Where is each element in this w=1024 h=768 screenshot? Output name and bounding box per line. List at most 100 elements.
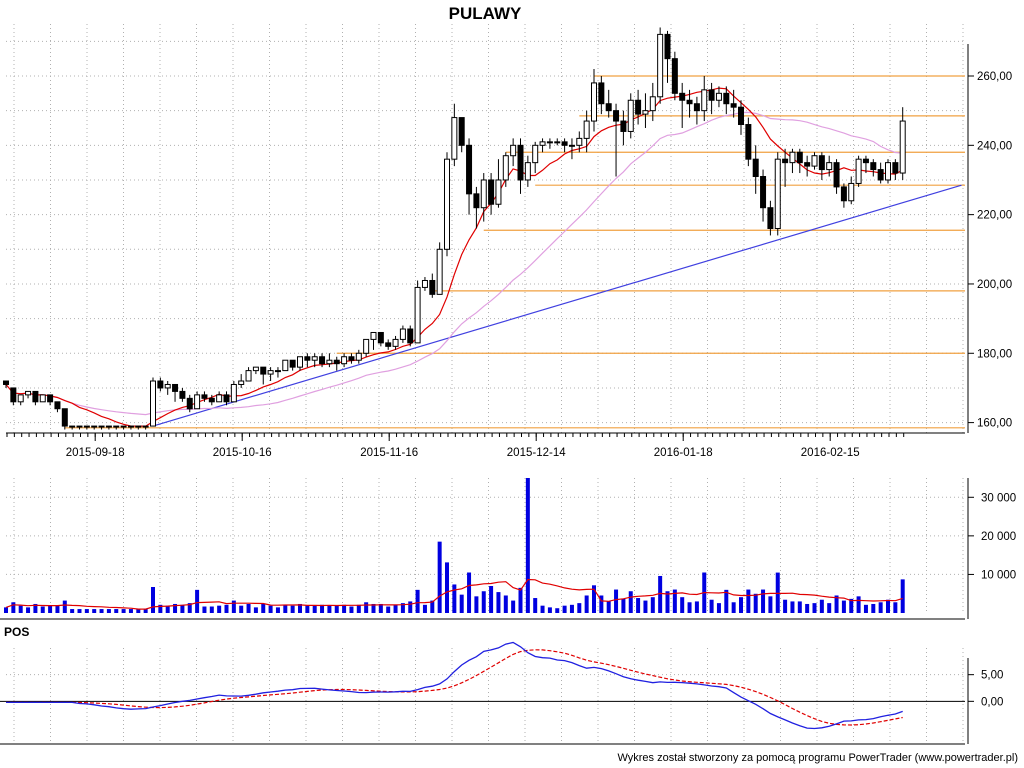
volume-bar xyxy=(739,597,743,613)
volume-bar xyxy=(819,599,824,613)
date-tick-label: 2015-10-16 xyxy=(213,447,272,459)
candle xyxy=(83,425,90,430)
candle-body xyxy=(172,383,179,392)
volume-bar xyxy=(900,579,905,613)
volume-bar xyxy=(268,605,273,613)
candle-body xyxy=(591,82,597,122)
candle xyxy=(69,425,76,430)
volume-bar xyxy=(834,595,839,613)
candle xyxy=(120,425,127,430)
volume-bar xyxy=(342,604,347,613)
volume-bar xyxy=(790,601,795,613)
candle-body xyxy=(767,207,774,229)
candle-body xyxy=(201,394,208,399)
pos-tick-label: 0,00 xyxy=(981,696,1003,708)
pos-line xyxy=(6,641,903,730)
candle-body xyxy=(319,356,326,365)
candle-body xyxy=(745,124,752,160)
candle-body xyxy=(142,425,149,428)
candle xyxy=(767,200,774,236)
candle-body xyxy=(649,96,656,112)
candle xyxy=(862,155,869,174)
candle xyxy=(194,391,201,410)
volume-bar xyxy=(437,541,442,613)
volume-bar xyxy=(584,595,589,613)
volume-bars xyxy=(4,478,905,613)
candle xyxy=(804,155,811,177)
candle xyxy=(554,138,561,146)
volume-bar xyxy=(452,584,457,613)
candle xyxy=(348,353,355,364)
candle xyxy=(47,394,54,406)
candle-body xyxy=(274,370,281,373)
volume-bar xyxy=(151,587,155,613)
candle xyxy=(39,394,46,403)
volume-bar xyxy=(687,602,692,613)
volume-bar xyxy=(158,604,163,613)
candle-body xyxy=(282,359,289,372)
candle-body xyxy=(407,328,414,344)
candle-body xyxy=(414,286,421,344)
volume-bar xyxy=(422,604,427,613)
candle xyxy=(282,359,289,372)
candle-body xyxy=(804,162,811,167)
candle xyxy=(25,390,32,399)
candle-body xyxy=(223,394,230,403)
volume-bar xyxy=(26,607,31,613)
candle xyxy=(561,138,568,153)
candle xyxy=(436,242,443,295)
candle xyxy=(377,331,384,347)
volume-bar xyxy=(231,600,236,613)
volume-bar xyxy=(128,609,133,613)
candle-body xyxy=(877,169,884,181)
candle xyxy=(576,131,583,153)
candle-body xyxy=(186,397,193,410)
candle xyxy=(892,159,899,180)
candle-body xyxy=(245,370,252,382)
candle-body xyxy=(39,394,46,403)
candle xyxy=(899,107,906,180)
candle-body xyxy=(54,401,61,410)
volume-bar xyxy=(606,601,611,613)
candle-body xyxy=(216,394,223,403)
volume-bar xyxy=(614,589,619,613)
volume-bar xyxy=(518,587,523,613)
volume-bar xyxy=(863,604,868,613)
candle-body xyxy=(782,158,789,164)
volume-bar xyxy=(503,595,508,613)
candle xyxy=(774,152,781,236)
volume-bar xyxy=(886,599,890,613)
volume-bar xyxy=(709,599,714,613)
candle-body xyxy=(774,158,781,229)
support-trendline xyxy=(152,184,962,427)
volume-bar xyxy=(253,607,258,613)
volume-bar xyxy=(136,609,141,613)
volume-bar xyxy=(4,607,8,613)
candle xyxy=(870,159,877,177)
candle-body xyxy=(304,356,311,361)
date-tick-label: 2015-09-18 xyxy=(66,447,125,459)
volume-bar xyxy=(84,609,89,613)
candle xyxy=(150,377,156,427)
candle-body xyxy=(635,99,642,115)
candle-body xyxy=(260,366,267,375)
candle xyxy=(635,89,642,125)
volume-bar xyxy=(459,594,464,613)
volume-bar xyxy=(393,604,398,613)
candle xyxy=(789,148,796,174)
volume-tick-label: 10 000 xyxy=(981,569,1016,581)
candle xyxy=(701,75,708,122)
price-tick-label: 240,00 xyxy=(977,140,1012,152)
candle-body xyxy=(363,338,370,354)
volume-bar xyxy=(283,604,288,613)
volume-bar xyxy=(305,605,310,613)
candle xyxy=(127,425,134,430)
volume-bar xyxy=(386,606,391,613)
candle-body xyxy=(157,380,164,389)
candle-body xyxy=(333,359,340,365)
candle xyxy=(319,353,326,368)
candle-body xyxy=(554,141,561,144)
volume-bar xyxy=(77,609,82,613)
candle xyxy=(480,173,487,222)
candle xyxy=(466,138,473,215)
